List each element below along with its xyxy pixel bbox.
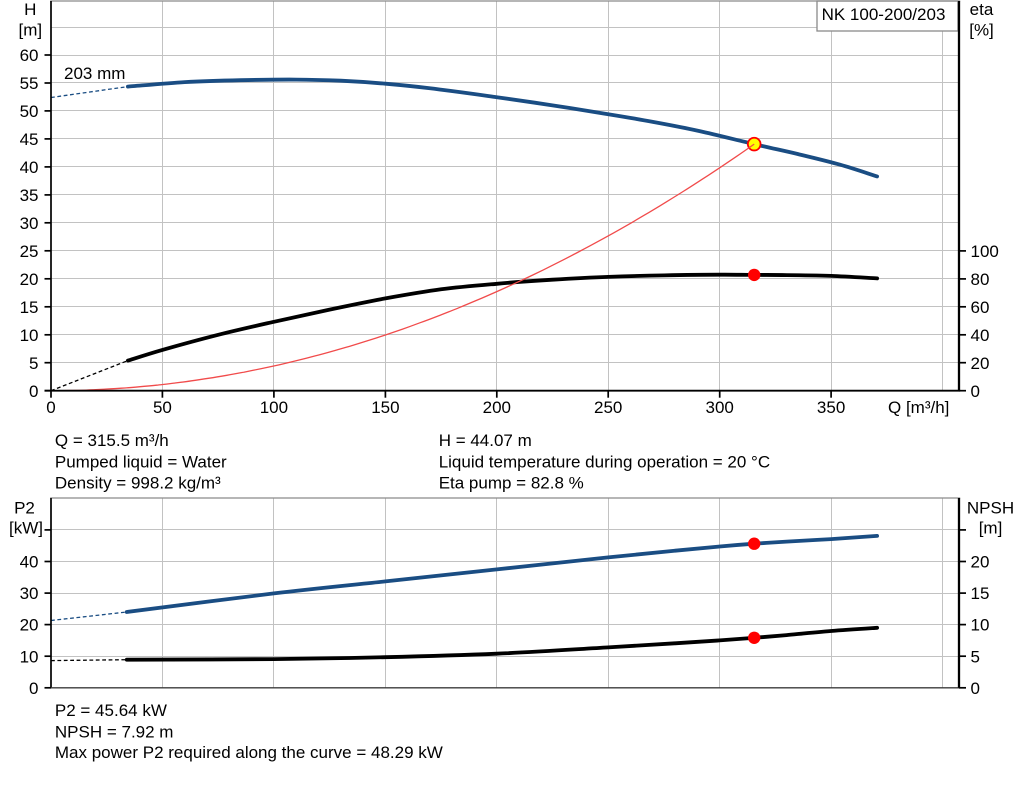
svg-text:Liquid temperature during oper: Liquid temperature during operation = 20… <box>439 452 770 471</box>
svg-text:10: 10 <box>20 326 39 345</box>
svg-text:350: 350 <box>817 398 845 417</box>
svg-text:50: 50 <box>153 398 172 417</box>
svg-text:Density = 998.2 kg/m³: Density = 998.2 kg/m³ <box>55 473 221 492</box>
svg-text:P2: P2 <box>14 499 35 518</box>
svg-text:Max power P2 required along th: Max power P2 required along the curve = … <box>55 743 443 762</box>
svg-text:5: 5 <box>971 647 980 666</box>
svg-text:35: 35 <box>20 186 39 205</box>
svg-text:60: 60 <box>20 46 39 65</box>
svg-text:20: 20 <box>20 616 39 635</box>
svg-text:NPSH = 7.92 m: NPSH = 7.92 m <box>55 722 174 741</box>
svg-text:[m]: [m] <box>979 519 1003 538</box>
svg-text:100: 100 <box>971 242 999 261</box>
svg-text:80: 80 <box>971 270 990 289</box>
svg-text:NK 100-200/203: NK 100-200/203 <box>822 5 946 24</box>
svg-text:10: 10 <box>20 647 39 666</box>
svg-text:10: 10 <box>971 616 990 635</box>
svg-text:60: 60 <box>971 298 990 317</box>
svg-text:15: 15 <box>971 584 990 603</box>
svg-text:25: 25 <box>20 242 39 261</box>
svg-text:5: 5 <box>29 354 38 373</box>
svg-text:Eta pump = 82.8 %: Eta pump = 82.8 % <box>439 473 584 492</box>
svg-text:0: 0 <box>29 382 38 401</box>
svg-text:40: 40 <box>971 326 990 345</box>
svg-text:0: 0 <box>46 398 55 417</box>
svg-text:H = 44.07 m: H = 44.07 m <box>439 431 532 450</box>
svg-text:0: 0 <box>971 382 980 401</box>
svg-text:[m]: [m] <box>18 20 42 39</box>
svg-text:100: 100 <box>260 398 288 417</box>
svg-text:[kW]: [kW] <box>9 519 43 538</box>
svg-text:300: 300 <box>706 398 734 417</box>
svg-text:Pumped liquid = Water: Pumped liquid = Water <box>55 452 227 471</box>
svg-text:15: 15 <box>20 298 39 317</box>
svg-text:eta: eta <box>970 0 994 19</box>
svg-text:45: 45 <box>20 130 39 149</box>
svg-text:H: H <box>24 0 36 19</box>
svg-text:203 mm: 203 mm <box>64 64 125 83</box>
svg-text:250: 250 <box>594 398 622 417</box>
svg-text:40: 40 <box>20 553 39 572</box>
svg-text:[%]: [%] <box>969 21 994 40</box>
svg-text:0: 0 <box>29 679 38 698</box>
svg-text:55: 55 <box>20 74 39 93</box>
svg-text:50: 50 <box>20 102 39 121</box>
svg-text:150: 150 <box>371 398 399 417</box>
svg-text:30: 30 <box>20 584 39 603</box>
svg-text:Q [m³/h]: Q [m³/h] <box>888 398 949 417</box>
svg-text:20: 20 <box>971 354 990 373</box>
svg-text:0: 0 <box>971 679 980 698</box>
svg-text:NPSH: NPSH <box>967 499 1014 518</box>
svg-text:20: 20 <box>971 553 990 572</box>
svg-text:30: 30 <box>20 214 39 233</box>
svg-text:40: 40 <box>20 158 39 177</box>
svg-text:Q = 315.5 m³/h: Q = 315.5 m³/h <box>55 431 169 450</box>
svg-text:P2 = 45.64 kW: P2 = 45.64 kW <box>55 701 167 720</box>
svg-text:200: 200 <box>483 398 511 417</box>
svg-text:20: 20 <box>20 270 39 289</box>
